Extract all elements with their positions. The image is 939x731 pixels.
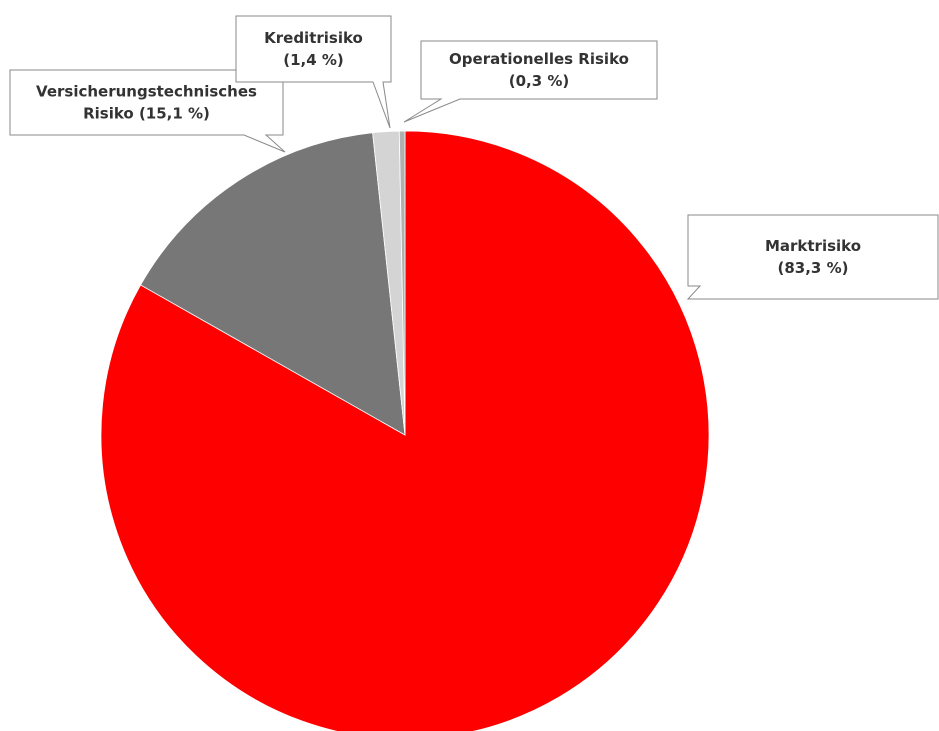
callout-label: Versicherungstechnisches xyxy=(36,83,257,101)
callout-value: Risiko (15,1 %) xyxy=(83,105,210,123)
callout-kreditrisiko: Kreditrisiko (1,4 %) xyxy=(235,15,392,129)
pie-slice-operationelles-risiko xyxy=(398,130,406,436)
pie-slice-marktrisiko xyxy=(100,130,710,731)
callout-label: Operationelles Risiko xyxy=(449,50,629,68)
callout-value: (0,3 %) xyxy=(509,72,570,90)
callout-labels: Marktrisiko (83,3 %) Versicherungstechnisc… xyxy=(9,15,939,300)
callout-marktrisiko: Marktrisiko (83,3 %) xyxy=(686,214,939,300)
callout-value: (83,3 %) xyxy=(778,259,849,277)
pie-slice-versicherungstechnisches-risiko xyxy=(140,132,406,436)
callout-versicherungstechnisches-risiko: Versicherungstechnisches Risiko (15,1 %) xyxy=(9,69,286,153)
callout-box xyxy=(686,214,939,300)
pie-slices xyxy=(100,130,710,731)
callout-value: (1,4 %) xyxy=(283,51,344,69)
callout-box xyxy=(403,40,658,123)
callout-label: Marktrisiko xyxy=(765,237,861,255)
callout-operationelles-risiko: Operationelles Risiko (0,3 %) xyxy=(403,40,658,123)
callout-label: Kreditrisiko xyxy=(264,29,363,47)
callout-box xyxy=(235,15,392,129)
